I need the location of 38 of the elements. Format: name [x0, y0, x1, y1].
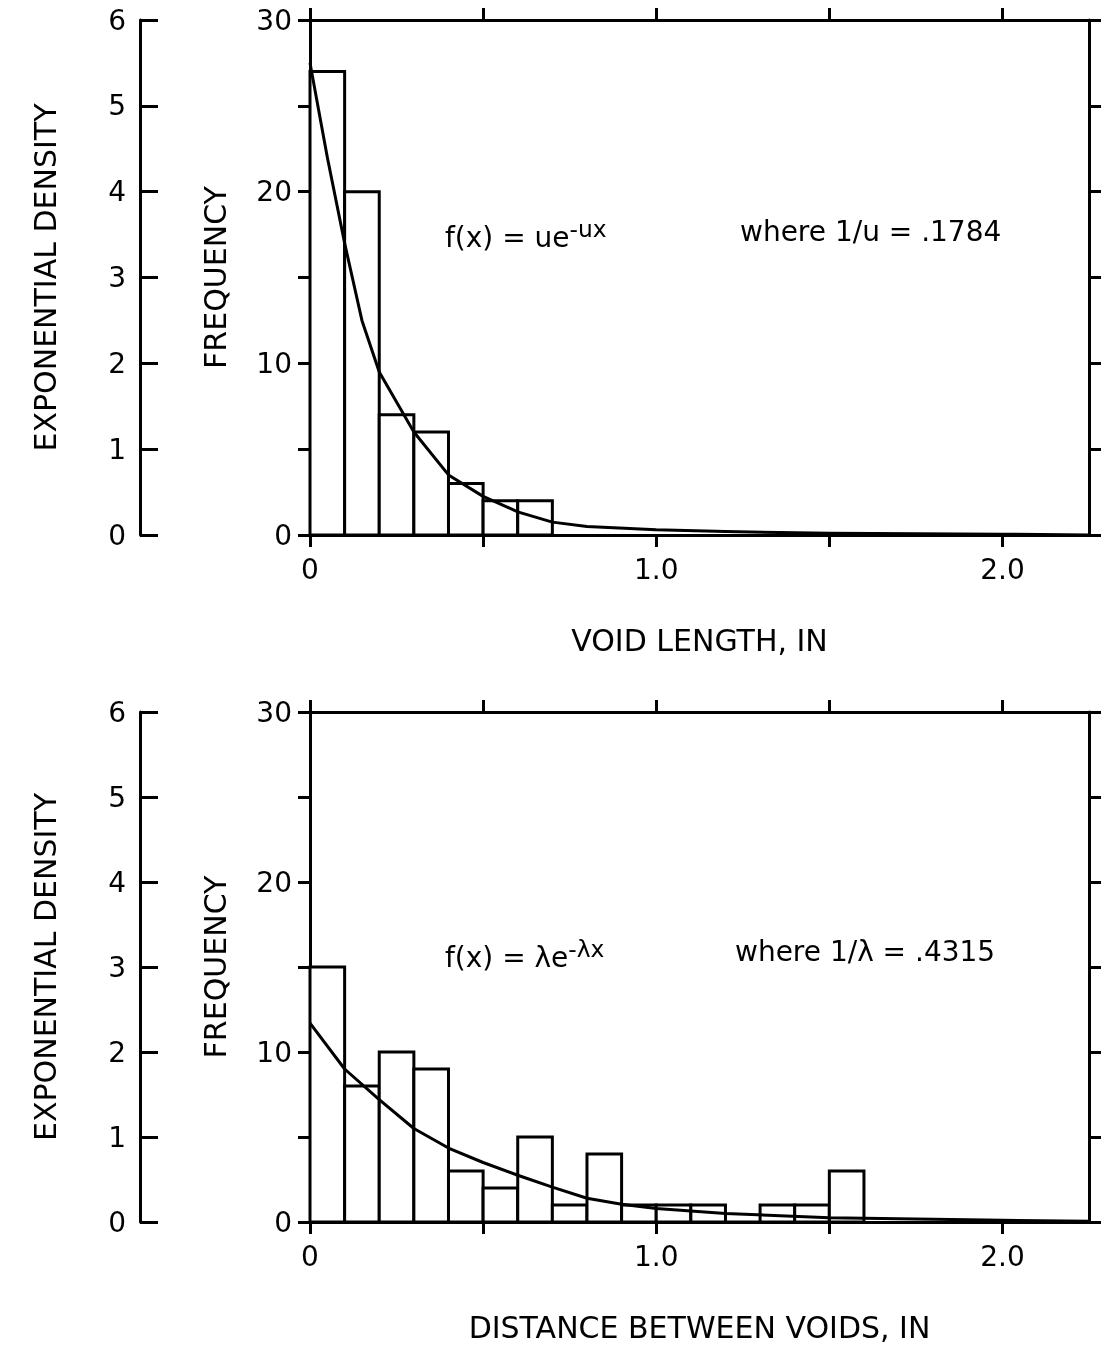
y-tick-label: 20	[256, 175, 292, 209]
y-tick-label: 0	[274, 518, 292, 552]
y-tick-label: 10	[256, 1035, 292, 1069]
y2-tick-label: 1	[108, 1120, 126, 1154]
annotation: where 1/λ = .4315	[735, 935, 996, 968]
y2-tick-label: 1	[108, 432, 126, 466]
x-axis-title: DISTANCE BETWEEN VOIDS, IN	[468, 1309, 931, 1345]
y2-axis-title: EXPONENTIAL DENSITY	[27, 102, 63, 452]
x-tick-label: 2.0	[980, 1239, 1025, 1273]
y-tick-label: 10	[256, 346, 292, 380]
y2-tick-label: 4	[108, 175, 126, 209]
y-tick-label: 0	[274, 1205, 292, 1239]
y-tick-label: 20	[256, 865, 292, 899]
x-tick-label: 1.0	[633, 1239, 679, 1273]
annotation: f(x) = ue$^{-ux}$	[445, 215, 607, 255]
y2-tick-label: 6	[108, 3, 126, 37]
y2-tick-label: 5	[108, 89, 126, 123]
y2-tick-label: 6	[108, 695, 126, 729]
x-tick-label: 0	[301, 552, 319, 586]
y2-tick-label: 5	[108, 780, 126, 814]
y-tick-label: 30	[256, 3, 292, 37]
annotation: where 1/u = .1784	[740, 215, 1002, 248]
y-tick-label: 30	[256, 695, 292, 729]
y2-tick-label: 0	[108, 1205, 126, 1239]
y2-axis-title: EXPONENTIAL DENSITY	[27, 792, 63, 1142]
y-axis-title: FREQUENCY	[197, 185, 233, 369]
annotation: f(x) = λe$^{-λx}$	[445, 935, 605, 975]
y2-tick-label: 2	[108, 1035, 126, 1069]
y2-tick-label: 3	[108, 950, 126, 984]
y2-tick-label: 3	[108, 261, 126, 294]
x-axis-title: VOID LENGTH, IN	[571, 622, 828, 658]
x-tick-label: 2.0	[980, 552, 1025, 586]
y2-tick-label: 2	[108, 346, 126, 380]
x-tick-label: 1.0	[633, 552, 679, 586]
y2-tick-label: 0	[108, 518, 126, 552]
y-axis-title: FREQUENCY	[197, 874, 233, 1059]
y2-tick-label: 4	[108, 865, 126, 899]
x-tick-label: 0	[301, 1239, 319, 1273]
